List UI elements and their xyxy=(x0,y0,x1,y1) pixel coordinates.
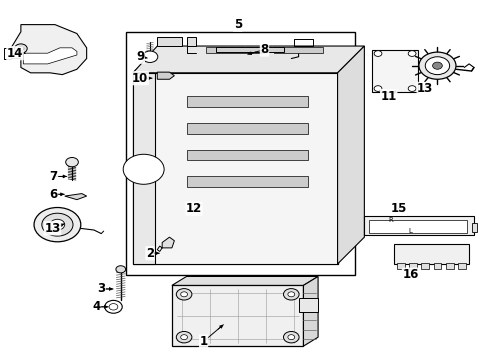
Circle shape xyxy=(374,86,382,91)
Text: 9: 9 xyxy=(136,50,145,63)
Bar xyxy=(172,285,303,346)
Circle shape xyxy=(105,300,122,313)
Text: 11: 11 xyxy=(381,90,397,103)
Circle shape xyxy=(374,51,382,57)
Text: 8: 8 xyxy=(260,43,269,56)
Bar xyxy=(397,263,405,269)
Bar xyxy=(206,47,265,53)
Bar xyxy=(372,50,418,93)
Circle shape xyxy=(50,219,65,230)
Polygon shape xyxy=(65,194,87,200)
Polygon shape xyxy=(133,73,338,264)
Bar xyxy=(365,216,474,235)
Bar xyxy=(274,47,323,53)
Bar xyxy=(369,220,466,233)
Text: 4: 4 xyxy=(92,300,100,313)
Circle shape xyxy=(288,292,294,297)
Circle shape xyxy=(116,266,125,273)
Circle shape xyxy=(66,157,78,167)
Polygon shape xyxy=(162,237,174,248)
Bar xyxy=(458,263,466,269)
Polygon shape xyxy=(157,72,174,79)
Text: 12: 12 xyxy=(186,202,202,215)
Circle shape xyxy=(42,213,73,236)
Polygon shape xyxy=(133,50,338,73)
Circle shape xyxy=(419,52,456,79)
Text: 2: 2 xyxy=(146,247,154,260)
Circle shape xyxy=(176,289,192,300)
Text: 13: 13 xyxy=(417,82,433,95)
Text: 5: 5 xyxy=(234,18,242,31)
Bar xyxy=(187,96,308,107)
Text: L: L xyxy=(409,229,413,234)
Polygon shape xyxy=(157,37,182,46)
Circle shape xyxy=(284,289,299,300)
Polygon shape xyxy=(172,276,318,285)
Polygon shape xyxy=(24,48,77,64)
Text: 7: 7 xyxy=(49,170,58,183)
Circle shape xyxy=(408,86,416,91)
Circle shape xyxy=(433,62,442,69)
Bar xyxy=(125,32,355,275)
Circle shape xyxy=(425,57,450,75)
Text: 14: 14 xyxy=(7,47,23,60)
Text: R: R xyxy=(389,217,393,223)
Circle shape xyxy=(284,332,299,343)
Circle shape xyxy=(181,292,188,297)
Polygon shape xyxy=(133,46,365,73)
Circle shape xyxy=(123,154,164,184)
Polygon shape xyxy=(133,73,155,264)
Circle shape xyxy=(109,303,118,310)
Text: 15: 15 xyxy=(391,202,407,215)
Bar xyxy=(421,263,429,269)
Bar xyxy=(409,263,417,269)
Text: 3: 3 xyxy=(97,283,105,296)
Circle shape xyxy=(15,44,27,53)
Circle shape xyxy=(142,51,158,63)
Polygon shape xyxy=(216,47,284,52)
Polygon shape xyxy=(11,24,87,75)
Circle shape xyxy=(18,46,24,51)
Bar xyxy=(187,150,308,160)
Text: 13: 13 xyxy=(45,222,61,235)
Circle shape xyxy=(408,51,416,57)
Polygon shape xyxy=(303,276,318,346)
Circle shape xyxy=(34,207,81,242)
Circle shape xyxy=(176,332,192,343)
Bar xyxy=(133,73,338,264)
Circle shape xyxy=(288,335,294,340)
Bar xyxy=(446,263,454,269)
Text: 16: 16 xyxy=(402,268,419,281)
Bar xyxy=(298,298,318,312)
Text: 1: 1 xyxy=(199,335,208,348)
Bar xyxy=(187,176,308,187)
Polygon shape xyxy=(187,37,196,46)
Circle shape xyxy=(181,335,188,340)
Bar xyxy=(434,263,441,269)
Polygon shape xyxy=(338,46,365,264)
Text: 10: 10 xyxy=(132,72,148,85)
Bar xyxy=(187,123,308,134)
Text: 6: 6 xyxy=(49,188,58,201)
Bar xyxy=(393,244,469,264)
Bar xyxy=(471,223,477,232)
